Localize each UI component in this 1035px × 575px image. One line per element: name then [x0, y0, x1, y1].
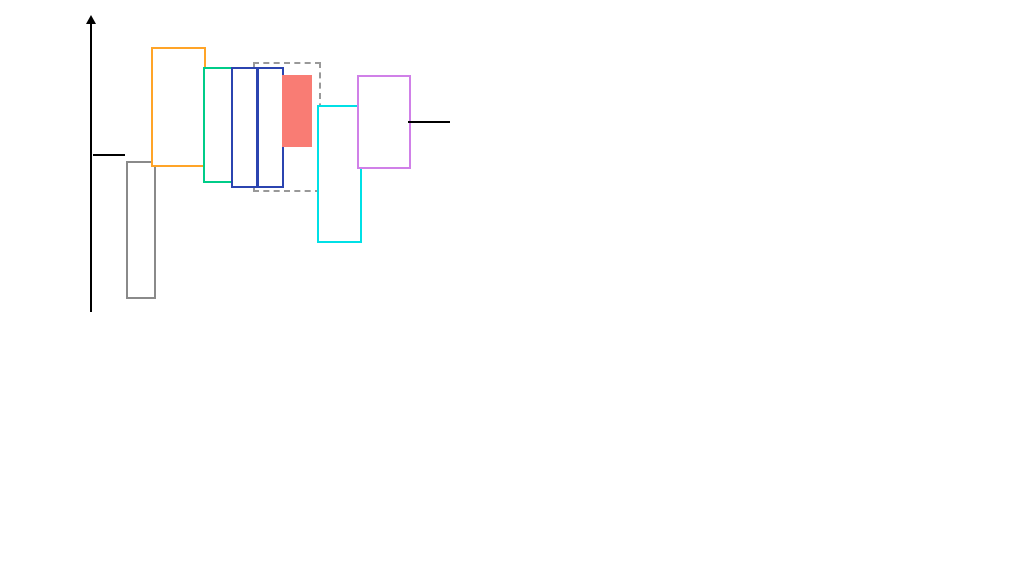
molecule-tcta — [645, 17, 785, 152]
molecule-antbiz — [795, 205, 950, 285]
molecule-pot2t — [632, 180, 787, 300]
molecule-structure-tapc — [480, 35, 630, 150]
panel-d-eqe-chart — [355, 318, 665, 575]
energy-axis — [90, 22, 92, 312]
layer-hatcn — [126, 161, 156, 299]
molecule-mcbp — [818, 57, 943, 147]
layer-mcbp2 — [257, 67, 284, 188]
layer-pot2t — [317, 105, 362, 243]
molecule-hatcn — [500, 183, 595, 298]
molecule-tapc — [480, 35, 630, 150]
panel-c-plot-svg — [25, 318, 355, 575]
molecule-structure-pot2t — [632, 180, 787, 300]
panel-a-energy-diagram — [15, 5, 460, 315]
panel-d-plot-svg — [355, 318, 665, 575]
layer-tapc — [151, 47, 206, 167]
layer-emitter — [282, 75, 312, 147]
molecule-structure-mcbp — [818, 57, 943, 147]
liqal-level-line — [408, 121, 450, 123]
panel-e-jvl-chart — [650, 318, 1035, 575]
ito-level-line — [93, 154, 125, 156]
panel-b-molecules — [460, 5, 1035, 315]
layer-antbiz — [357, 75, 411, 169]
molecule-structure-antbiz — [795, 205, 950, 285]
panel-c-el-spectra-chart — [25, 318, 355, 575]
panel-e-plot-svg — [650, 318, 1035, 575]
energy-axis-arrowhead-icon — [86, 15, 96, 24]
layer-mcbp1 — [231, 67, 258, 188]
layer-tcta — [203, 67, 234, 183]
molecule-structure-hatcn — [500, 183, 595, 298]
molecule-structure-tcta — [645, 17, 785, 152]
